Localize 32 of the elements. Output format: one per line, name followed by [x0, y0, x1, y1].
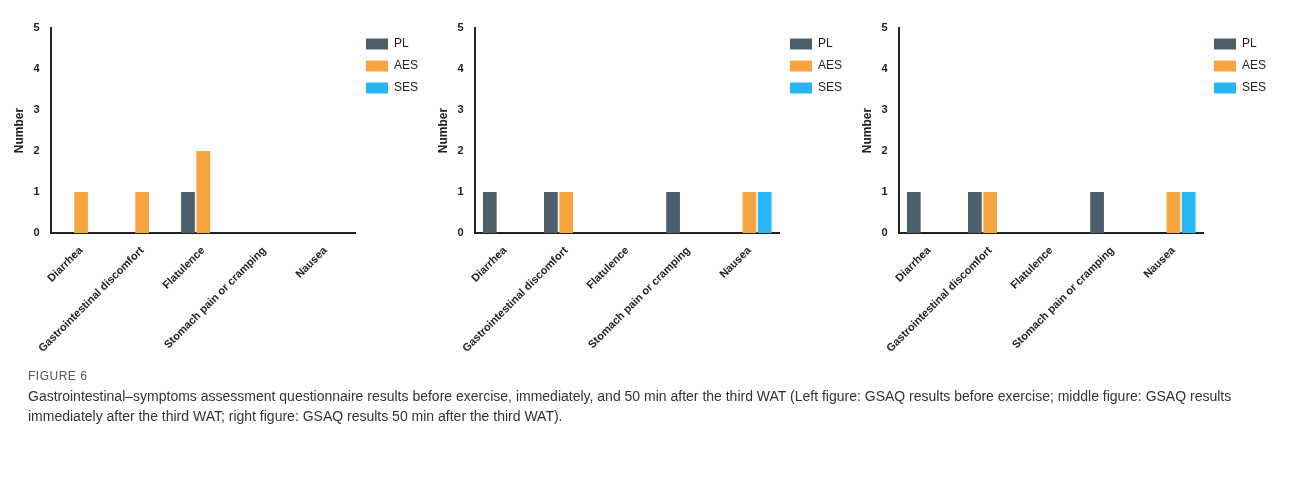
legend-label: SES [1241, 80, 1266, 95]
y-tick-label: 1 [457, 185, 464, 198]
y-tick-label: 1 [33, 185, 40, 198]
legend-label: SES [817, 80, 842, 95]
y-tick-label: 5 [33, 21, 40, 34]
y-tick-label: 4 [457, 62, 465, 75]
legend-label: PL [1241, 36, 1257, 51]
y-tick-label: 5 [881, 21, 888, 34]
legend-label: AES [393, 58, 418, 73]
y-tick-label: 3 [457, 103, 464, 116]
legend-label: AES [1241, 58, 1266, 73]
y-tick-label: 5 [457, 21, 464, 34]
caption: FIGURE 6 [28, 368, 89, 385]
y-tick-label: 2 [457, 144, 464, 157]
y-axis-title: Number [11, 107, 26, 154]
legend-label: AES [817, 58, 842, 73]
y-tick-label: 4 [881, 62, 889, 75]
y-tick-label: 3 [881, 103, 888, 116]
y-tick-label: 0 [457, 226, 464, 239]
y-axis-title: Number [435, 107, 450, 154]
y-tick-label: 0 [33, 226, 40, 239]
y-tick-label: 4 [33, 62, 41, 75]
y-tick-label: 1 [881, 185, 888, 198]
legend-label: SES [393, 80, 418, 95]
y-axis-title: Number [859, 107, 874, 154]
y-tick-label: 0 [881, 226, 888, 239]
y-tick-label: 2 [881, 144, 888, 157]
legend-label: PL [393, 36, 409, 51]
y-tick-label: 3 [33, 103, 40, 116]
text: Gastrointestinal–symptoms assessment questionnaire results before exercise, immediately, and 50 min after the third WAT (Left figure: GSAQ results before exercise; middle figure: GSAQ results immediately after the third WAT; right figure: GSAQ results 50 min after the third WAT). [28, 387, 1233, 426]
legend-label: PL [817, 36, 833, 51]
y-tick-label: 2 [33, 144, 40, 157]
